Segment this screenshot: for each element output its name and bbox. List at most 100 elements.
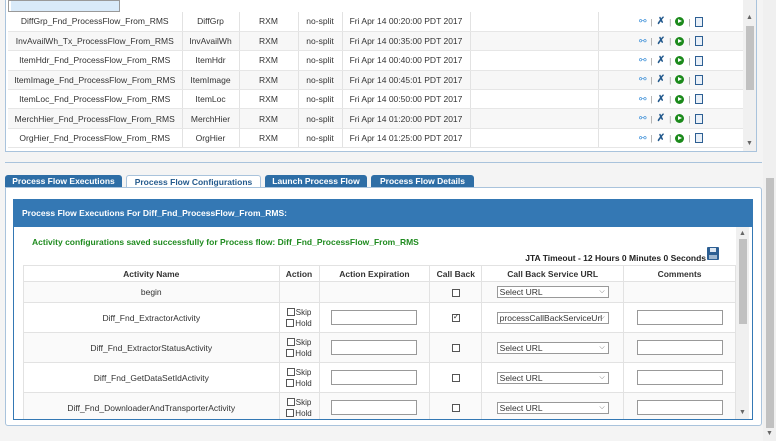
call-back-checkbox[interactable] bbox=[451, 312, 460, 323]
action-expiration-input[interactable] bbox=[331, 310, 418, 325]
call-back-url-select[interactable]: Select URL ⌵ bbox=[496, 371, 609, 384]
play-icon[interactable] bbox=[675, 36, 685, 46]
table-row[interactable]: ItemLoc_Fnd_ProcessFlow_From_RMS ItemLoc R… bbox=[8, 89, 744, 110]
link-icon[interactable]: ⚯ bbox=[638, 132, 647, 143]
page-scrollbar[interactable]: ▼ bbox=[763, 0, 776, 441]
tab-launch-process-flow[interactable]: Launch Process Flow bbox=[265, 175, 367, 187]
skip-option[interactable]: Skip bbox=[282, 367, 317, 378]
tab-process-flow-configurations[interactable]: Process Flow Configurations bbox=[126, 175, 261, 188]
tab-process-flow-details[interactable]: Process Flow Details bbox=[371, 175, 474, 187]
save-icon[interactable] bbox=[707, 247, 719, 260]
cell-app: RXM bbox=[239, 108, 299, 129]
comments-input[interactable] bbox=[636, 370, 723, 385]
page-scroll-down-arrow[interactable]: ▼ bbox=[766, 430, 773, 437]
hold-checkbox[interactable] bbox=[286, 319, 295, 328]
page-scrollbar-thumb[interactable] bbox=[766, 178, 774, 428]
scroll-down-arrow[interactable]: ▼ bbox=[739, 409, 746, 416]
table-row[interactable]: Diff_Fnd_ProcessFlow_From_RMSDiffRXMno-s… bbox=[8, 0, 120, 12]
table-row[interactable]: InvAvailWh_Tx_ProcessFlow_From_RMS InvAva… bbox=[8, 31, 744, 52]
hold-option[interactable]: Hold bbox=[282, 348, 317, 359]
tools-icon[interactable]: ✗ bbox=[656, 16, 666, 28]
play-icon[interactable] bbox=[675, 56, 685, 66]
play-icon[interactable] bbox=[675, 114, 685, 124]
table-row[interactable]: MerchHier_Fnd_ProcessFlow_From_RMS MerchH… bbox=[8, 108, 744, 129]
link-icon[interactable]: ⚯ bbox=[638, 113, 647, 124]
action-expiration-input[interactable] bbox=[331, 400, 418, 415]
skip-option[interactable]: Skip bbox=[282, 337, 317, 348]
cell-split: no-split bbox=[298, 108, 343, 129]
hold-checkbox[interactable] bbox=[286, 409, 295, 418]
hold-option[interactable]: Hold bbox=[282, 408, 317, 419]
tools-icon[interactable]: ✗ bbox=[656, 55, 666, 67]
call-back-url-select[interactable]: Select URL ⌵ bbox=[496, 341, 609, 354]
scroll-down-arrow[interactable]: ▼ bbox=[746, 140, 753, 147]
separator: | bbox=[669, 55, 672, 66]
scrollbar-thumb[interactable] bbox=[739, 239, 747, 324]
play-icon[interactable] bbox=[675, 17, 685, 27]
separator: | bbox=[669, 113, 672, 124]
document-icon[interactable] bbox=[694, 16, 703, 27]
tools-icon[interactable]: ✗ bbox=[656, 74, 666, 86]
table-row: Diff_Fnd_DownloaderAndTransporterActivit… bbox=[23, 392, 736, 419]
play-icon[interactable] bbox=[675, 133, 685, 143]
comments-input[interactable] bbox=[636, 400, 723, 415]
document-icon[interactable] bbox=[694, 74, 703, 85]
hold-option[interactable]: Hold bbox=[282, 318, 317, 329]
call-back-url-select[interactable]: processCallBackServiceUrl ⌵ bbox=[496, 311, 609, 324]
cell-split: no-split bbox=[298, 70, 343, 91]
table-row[interactable]: OrgHier_Fnd_ProcessFlow_From_RMS OrgHier R… bbox=[8, 128, 744, 149]
call-back-url-select[interactable]: Select URL ⌵ bbox=[496, 286, 609, 298]
scrollbar-thumb[interactable] bbox=[746, 26, 754, 90]
skip-checkbox[interactable] bbox=[286, 338, 295, 347]
link-icon[interactable]: ⚯ bbox=[638, 74, 647, 85]
link-icon[interactable]: ⚯ bbox=[638, 16, 647, 27]
comments-input[interactable] bbox=[636, 310, 723, 325]
document-icon[interactable] bbox=[694, 94, 703, 105]
link-icon[interactable]: ⚯ bbox=[638, 93, 647, 104]
tools-icon[interactable]: ✗ bbox=[656, 93, 666, 105]
hold-checkbox[interactable] bbox=[286, 379, 295, 388]
selected-url: Select URL bbox=[499, 402, 543, 413]
tab-process-flow-executions[interactable]: Process Flow Executions bbox=[5, 175, 122, 187]
skip-checkbox[interactable] bbox=[286, 368, 295, 377]
table-row[interactable]: DiffGrp_Fnd_ProcessFlow_From_RMS DiffGrp R… bbox=[8, 12, 744, 32]
skip-checkbox[interactable] bbox=[286, 308, 295, 317]
document-icon[interactable] bbox=[694, 36, 703, 47]
action-expiration-cell bbox=[318, 392, 431, 419]
comments-input[interactable] bbox=[636, 340, 723, 355]
table-row[interactable]: ItemHdr_Fnd_ProcessFlow_From_RMS ItemHdr R… bbox=[8, 50, 744, 71]
table-row[interactable]: ItemImage_Fnd_ProcessFlow_From_RMS ItemIm… bbox=[8, 70, 744, 91]
tools-icon[interactable]: ✗ bbox=[656, 113, 666, 125]
skip-option[interactable]: Skip bbox=[282, 307, 317, 318]
document-icon[interactable] bbox=[694, 133, 703, 144]
call-back-checkbox[interactable] bbox=[451, 344, 460, 353]
top-table-scrollbar[interactable]: ▲ ▼ bbox=[743, 0, 756, 151]
play-icon[interactable] bbox=[675, 94, 685, 104]
cell-short: OrgHier bbox=[182, 128, 240, 149]
hold-option[interactable]: Hold bbox=[282, 378, 317, 389]
url-cell: Select URL ⌵ bbox=[481, 332, 625, 363]
document-icon[interactable] bbox=[694, 113, 703, 124]
panel-title: Process Flow Executions For Diff_Fnd_Pro… bbox=[13, 199, 753, 227]
action-expiration-input[interactable] bbox=[331, 370, 418, 385]
scroll-up-arrow[interactable]: ▲ bbox=[746, 14, 753, 21]
action-expiration-input[interactable] bbox=[331, 340, 418, 355]
call-back-url-select[interactable]: Select URL ⌵ bbox=[496, 401, 609, 414]
action-expiration-cell bbox=[318, 302, 431, 333]
call-back-checkbox[interactable] bbox=[451, 288, 460, 297]
play-icon[interactable] bbox=[675, 75, 685, 85]
call-back-checkbox[interactable] bbox=[451, 374, 460, 383]
link-icon[interactable]: ⚯ bbox=[638, 35, 647, 46]
skip-option[interactable]: Skip bbox=[282, 397, 317, 408]
hold-checkbox[interactable] bbox=[286, 349, 295, 358]
document-icon[interactable] bbox=[694, 55, 703, 66]
cell-short: ItemLoc bbox=[182, 89, 240, 110]
call-back-checkbox[interactable] bbox=[451, 404, 460, 413]
skip-checkbox[interactable] bbox=[286, 398, 295, 407]
cell-name: OrgHier_Fnd_ProcessFlow_From_RMS bbox=[8, 128, 183, 149]
tools-icon[interactable]: ✗ bbox=[656, 132, 666, 144]
link-icon[interactable]: ⚯ bbox=[638, 55, 647, 66]
scroll-up-arrow[interactable]: ▲ bbox=[739, 230, 746, 237]
config-scrollbar[interactable]: ▲ ▼ bbox=[736, 227, 749, 419]
tools-icon[interactable]: ✗ bbox=[656, 35, 666, 47]
